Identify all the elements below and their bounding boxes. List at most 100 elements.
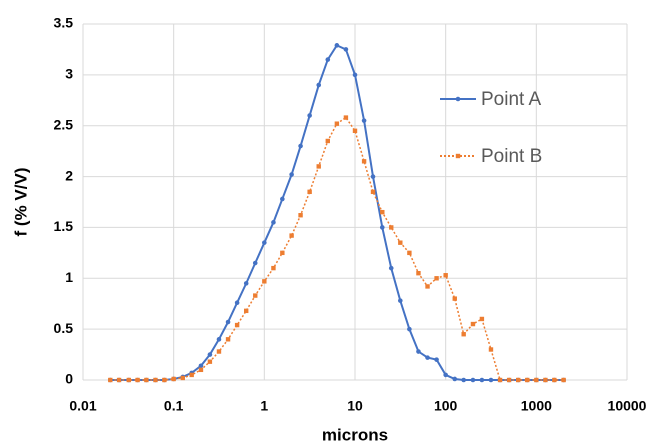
x-tick-label: 0.1 [164, 398, 184, 414]
data-point [452, 376, 458, 382]
data-point [262, 279, 267, 284]
x-tick-label: 10 [347, 398, 363, 414]
data-point [380, 209, 385, 215]
data-point [289, 172, 294, 177]
data-point [488, 347, 494, 352]
y-tick-label: 0.5 [54, 320, 74, 336]
data-point [488, 377, 494, 383]
data-point [461, 332, 466, 337]
legend-label: Point B [481, 146, 542, 167]
y-tick-label: 1 [65, 269, 73, 285]
data-point [370, 189, 376, 195]
data-point [398, 240, 403, 245]
data-point [298, 143, 303, 149]
data-point [561, 377, 566, 383]
data-point [334, 121, 340, 126]
data-point [434, 357, 439, 362]
legend-label: Point A [481, 89, 542, 110]
data-point [207, 352, 213, 357]
data-point [425, 284, 430, 289]
data-point [325, 138, 330, 144]
data-point [216, 337, 222, 342]
legend-marker [455, 153, 461, 159]
x-axis-title: microns [322, 425, 388, 444]
data-point [116, 377, 122, 383]
data-point [398, 298, 403, 303]
data-point [316, 164, 321, 169]
data-point [153, 377, 158, 383]
data-point [470, 321, 476, 327]
data-point [289, 233, 294, 238]
data-point [198, 367, 204, 373]
x-tick-label: 10000 [608, 398, 647, 414]
data-point [534, 377, 539, 383]
data-point [316, 82, 322, 88]
y-tick-label: 0 [65, 371, 73, 387]
data-point [280, 250, 285, 256]
data-point [388, 265, 394, 271]
data-point [325, 57, 331, 62]
data-point [271, 220, 276, 225]
data-point [516, 377, 521, 383]
data-point [370, 174, 376, 179]
x-tick-label: 1000 [521, 398, 552, 414]
data-point [525, 377, 530, 383]
data-point [361, 159, 367, 164]
data-point [425, 355, 430, 360]
data-point [352, 128, 358, 133]
data-point [416, 271, 421, 276]
x-tick-label: 1 [260, 398, 268, 414]
data-point [144, 377, 149, 383]
data-point [379, 225, 385, 230]
data-point [298, 213, 303, 218]
data-point [343, 115, 349, 120]
data-point [443, 273, 448, 278]
data-point [225, 319, 231, 325]
data-point [271, 265, 276, 271]
data-point [470, 377, 476, 383]
y-axis-title: f (% V/V) [11, 168, 30, 237]
y-tick-label: 1.5 [54, 218, 74, 234]
data-point [434, 276, 439, 281]
data-point [162, 377, 167, 383]
data-point [135, 377, 140, 383]
data-point [407, 326, 412, 332]
data-point [243, 281, 249, 286]
data-point [252, 260, 258, 266]
x-tick-label: 0.01 [69, 398, 96, 414]
data-point [280, 196, 285, 202]
data-point [216, 349, 222, 354]
data-point [234, 322, 240, 328]
data-point [307, 189, 312, 195]
x-tick-label: 100 [434, 398, 458, 414]
data-point [352, 72, 358, 78]
data-point [234, 300, 240, 305]
data-point [126, 377, 132, 383]
data-point [307, 113, 312, 118]
data-point [189, 372, 194, 378]
data-point [416, 349, 421, 354]
data-point [506, 377, 512, 383]
data-point [334, 43, 340, 48]
data-point [108, 377, 113, 383]
data-point [479, 316, 485, 322]
data-point [171, 376, 176, 382]
data-point [443, 372, 448, 378]
data-point [361, 118, 367, 123]
data-point [225, 337, 231, 342]
legend-marker [455, 96, 461, 102]
data-point [543, 377, 548, 383]
data-point [479, 377, 485, 383]
data-point [461, 377, 466, 383]
data-point [389, 225, 394, 230]
data-point [452, 296, 457, 301]
data-point [343, 47, 349, 52]
data-point [244, 308, 249, 314]
y-tick-label: 3.5 [54, 15, 74, 31]
data-point [552, 377, 557, 383]
data-point [497, 377, 503, 383]
data-point [262, 240, 267, 245]
y-tick-label: 2.5 [54, 116, 74, 132]
data-point [407, 250, 412, 256]
